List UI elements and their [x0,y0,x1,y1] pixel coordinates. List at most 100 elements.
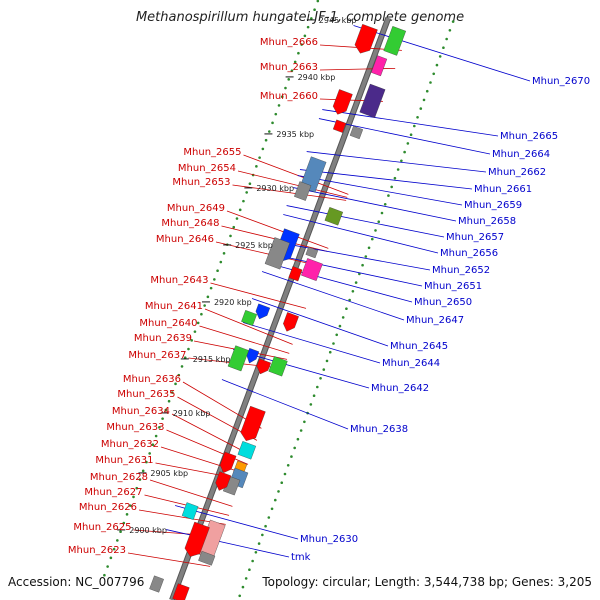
guide-dot [300,43,303,46]
gene-feature [359,83,386,118]
guide-dot [377,220,381,223]
tick-label: 2910 kbp [173,409,211,418]
tick-label: 2920 kbp [214,298,252,307]
guide-dot [383,202,387,206]
guide-dot [151,443,155,447]
gene-feature [215,471,232,491]
guide-dot [141,469,145,473]
gene-feature [264,237,290,270]
guide-dot [400,159,403,163]
guide-dot [238,594,242,598]
gene-label-forward: Mhun_2632 [101,439,159,450]
guide-dot [283,472,287,476]
guide-dot [112,547,116,551]
guide-dot [293,60,297,64]
guide-dot [264,138,268,142]
gene-feature [332,89,353,115]
guide-dot [216,269,219,273]
gene-label-forward: Mhun_2641 [145,301,203,312]
gene-label-reverse: tmk [291,552,311,563]
gene-box [349,125,364,140]
guide-dot [119,530,122,534]
gene-label-reverse: Mhun_2652 [432,265,490,276]
label-leader [171,413,252,456]
guide-dot [429,81,432,84]
tick-label: 2925 kbp [235,241,273,250]
gene-arrow [283,312,299,332]
gene-feature [324,207,344,226]
guide-dots [103,0,455,598]
guide-dot [409,133,413,136]
gene-label-forward: Mhun_2640 [139,318,197,329]
gene-label-forward: Mhun_2639 [134,333,192,344]
label-leader [286,205,445,238]
guide-dot [187,347,190,351]
tick-marks: 2945 kbp 2940 kbp 2935 kbp 2930 kbp 2925 kbp… [117,16,356,535]
gene-label-forward: Mhun_2660 [260,91,318,102]
guide-dot [248,568,251,571]
guide-dot [306,25,310,29]
gene-feature [240,405,266,441]
gene-box [172,583,190,600]
label-leader [127,552,211,567]
guide-dot [180,365,184,368]
guide-dot [268,130,271,133]
guide-dot [451,20,455,23]
guide-dot [270,507,274,511]
gene-box [268,356,288,377]
label-leader [243,322,381,364]
guide-dot [354,281,358,284]
guide-dot [222,252,226,255]
gene-box [324,207,344,226]
guide-dot [251,559,254,563]
label-leader [251,298,389,347]
guide-dot [154,434,158,438]
gene-box [305,246,319,259]
guide-dot [325,359,329,363]
guide-dot [319,376,322,380]
guide-dot [316,0,320,3]
guide-dot [255,165,258,168]
gene-label-reverse: Mhun_2651 [424,281,482,292]
label-leader [273,241,431,271]
gene-feature [246,348,260,364]
guide-dot [177,373,181,377]
guide-dot [448,28,452,32]
gene-feature [383,26,407,56]
gene-box [288,266,303,282]
guide-dot [293,446,296,450]
guide-dot [196,321,200,325]
label-leader [204,308,293,345]
gene-label-forward: Mhun_2628 [90,472,148,483]
guide-dot [280,481,284,484]
guide-dot [244,577,248,580]
gene-label-reverse: Mhun_2661 [474,184,532,195]
gene-feature [354,24,378,54]
gene-box [227,345,249,372]
gene-arrow [215,471,232,491]
gene-label-forward: Mhun_2625 [73,522,131,533]
guide-dot [122,521,126,525]
label-leader [261,271,405,321]
guide-dot [290,69,294,72]
gene-feature [332,119,347,133]
guide-dot [200,312,203,316]
label-leader [319,67,396,71]
gene-feature [256,358,271,375]
gene-label-reverse: Mhun_2664 [492,149,550,160]
guide-dot [257,542,261,545]
label-leader [293,187,457,222]
label-leaders [127,25,531,567]
guide-dot [303,34,307,38]
backbone-line [170,17,391,600]
guide-dot [103,573,106,577]
gene-label-reverse: Mhun_2645 [390,341,448,352]
gene-label-reverse: Mhun_2665 [500,131,558,142]
gene-label-reverse: Mhun_2638 [350,424,408,435]
gene-box [181,502,199,520]
guide-dot [261,147,265,151]
guide-dot [271,121,274,125]
label-leader [199,325,290,354]
gene-box [149,575,164,593]
